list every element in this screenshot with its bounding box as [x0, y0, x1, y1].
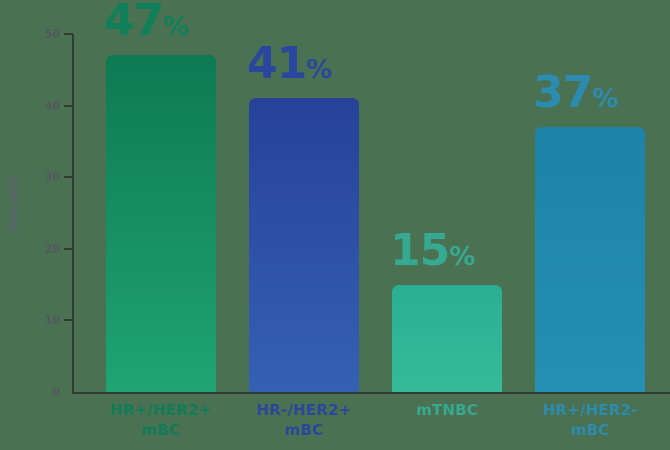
- x-axis-category-label: HR+/HER2+ mBC: [94, 400, 228, 441]
- bar-group: 15%: [390, 0, 502, 392]
- category-label-line-2: mBC: [570, 421, 610, 440]
- bar-value-label: 37%: [533, 71, 618, 115]
- bar-group: 47%: [104, 0, 216, 392]
- y-axis-tick-mark: [64, 176, 73, 179]
- y-axis-tick-label: 40: [44, 99, 60, 113]
- bar[interactable]: [106, 55, 216, 392]
- bar-group: 41%: [247, 0, 359, 392]
- bar-value-number: 37: [533, 67, 593, 119]
- bar-value-label: 47%: [104, 0, 189, 43]
- x-axis-category-label: HR+/HER2- mBC: [523, 400, 657, 441]
- x-axis-category-label: mTNBC: [380, 400, 514, 420]
- y-axis-tick-label: 20: [44, 242, 60, 256]
- category-label-line-1: HR-/HER2+: [256, 401, 352, 419]
- bar-value-label: 15%: [390, 228, 476, 273]
- y-axis-tick-label: 0: [52, 385, 60, 399]
- category-label-line-1: mTNBC: [416, 401, 478, 419]
- bar[interactable]: [535, 127, 645, 392]
- y-axis-tick-label: 50: [44, 27, 60, 41]
- category-label-line-2: mBC: [141, 421, 181, 440]
- plot-area: 47% 41% 15% 37%: [74, 0, 670, 392]
- x-axis-category-label: HR-/HER2+ mBC: [237, 400, 371, 441]
- bar[interactable]: [392, 284, 502, 392]
- bar[interactable]: [249, 98, 359, 392]
- bar-value-number: 47: [104, 0, 164, 47]
- y-axis-tick-label: 10: [44, 313, 60, 327]
- bar-value-number: 41: [247, 38, 307, 90]
- y-axis-tick-labels: 50 40 30 20 10 0: [26, 0, 60, 450]
- bar-value-number: 15: [390, 224, 450, 276]
- y-axis-tick-mark: [64, 33, 73, 35]
- bar-value-label: 41%: [247, 42, 332, 86]
- category-label-line-2: mBC: [284, 421, 324, 440]
- bar-value-unit: %: [163, 12, 190, 43]
- bar-value-unit: %: [592, 84, 619, 115]
- y-axis-tick-mark: [64, 104, 73, 107]
- x-axis-line: [72, 392, 670, 394]
- bar-group: 37%: [533, 0, 645, 392]
- y-axis-title: Percent: [6, 175, 20, 231]
- category-label-line-1: HR+/HER2+: [110, 401, 212, 419]
- bar-value-unit: %: [449, 241, 476, 272]
- category-label-line-1: HR+/HER2-: [542, 401, 638, 419]
- y-axis-line: [72, 34, 74, 394]
- y-axis-tick-mark: [64, 247, 73, 250]
- y-axis-tick-mark: [64, 319, 73, 322]
- bar-value-unit: %: [306, 55, 333, 86]
- y-axis-tick-label: 30: [44, 170, 60, 184]
